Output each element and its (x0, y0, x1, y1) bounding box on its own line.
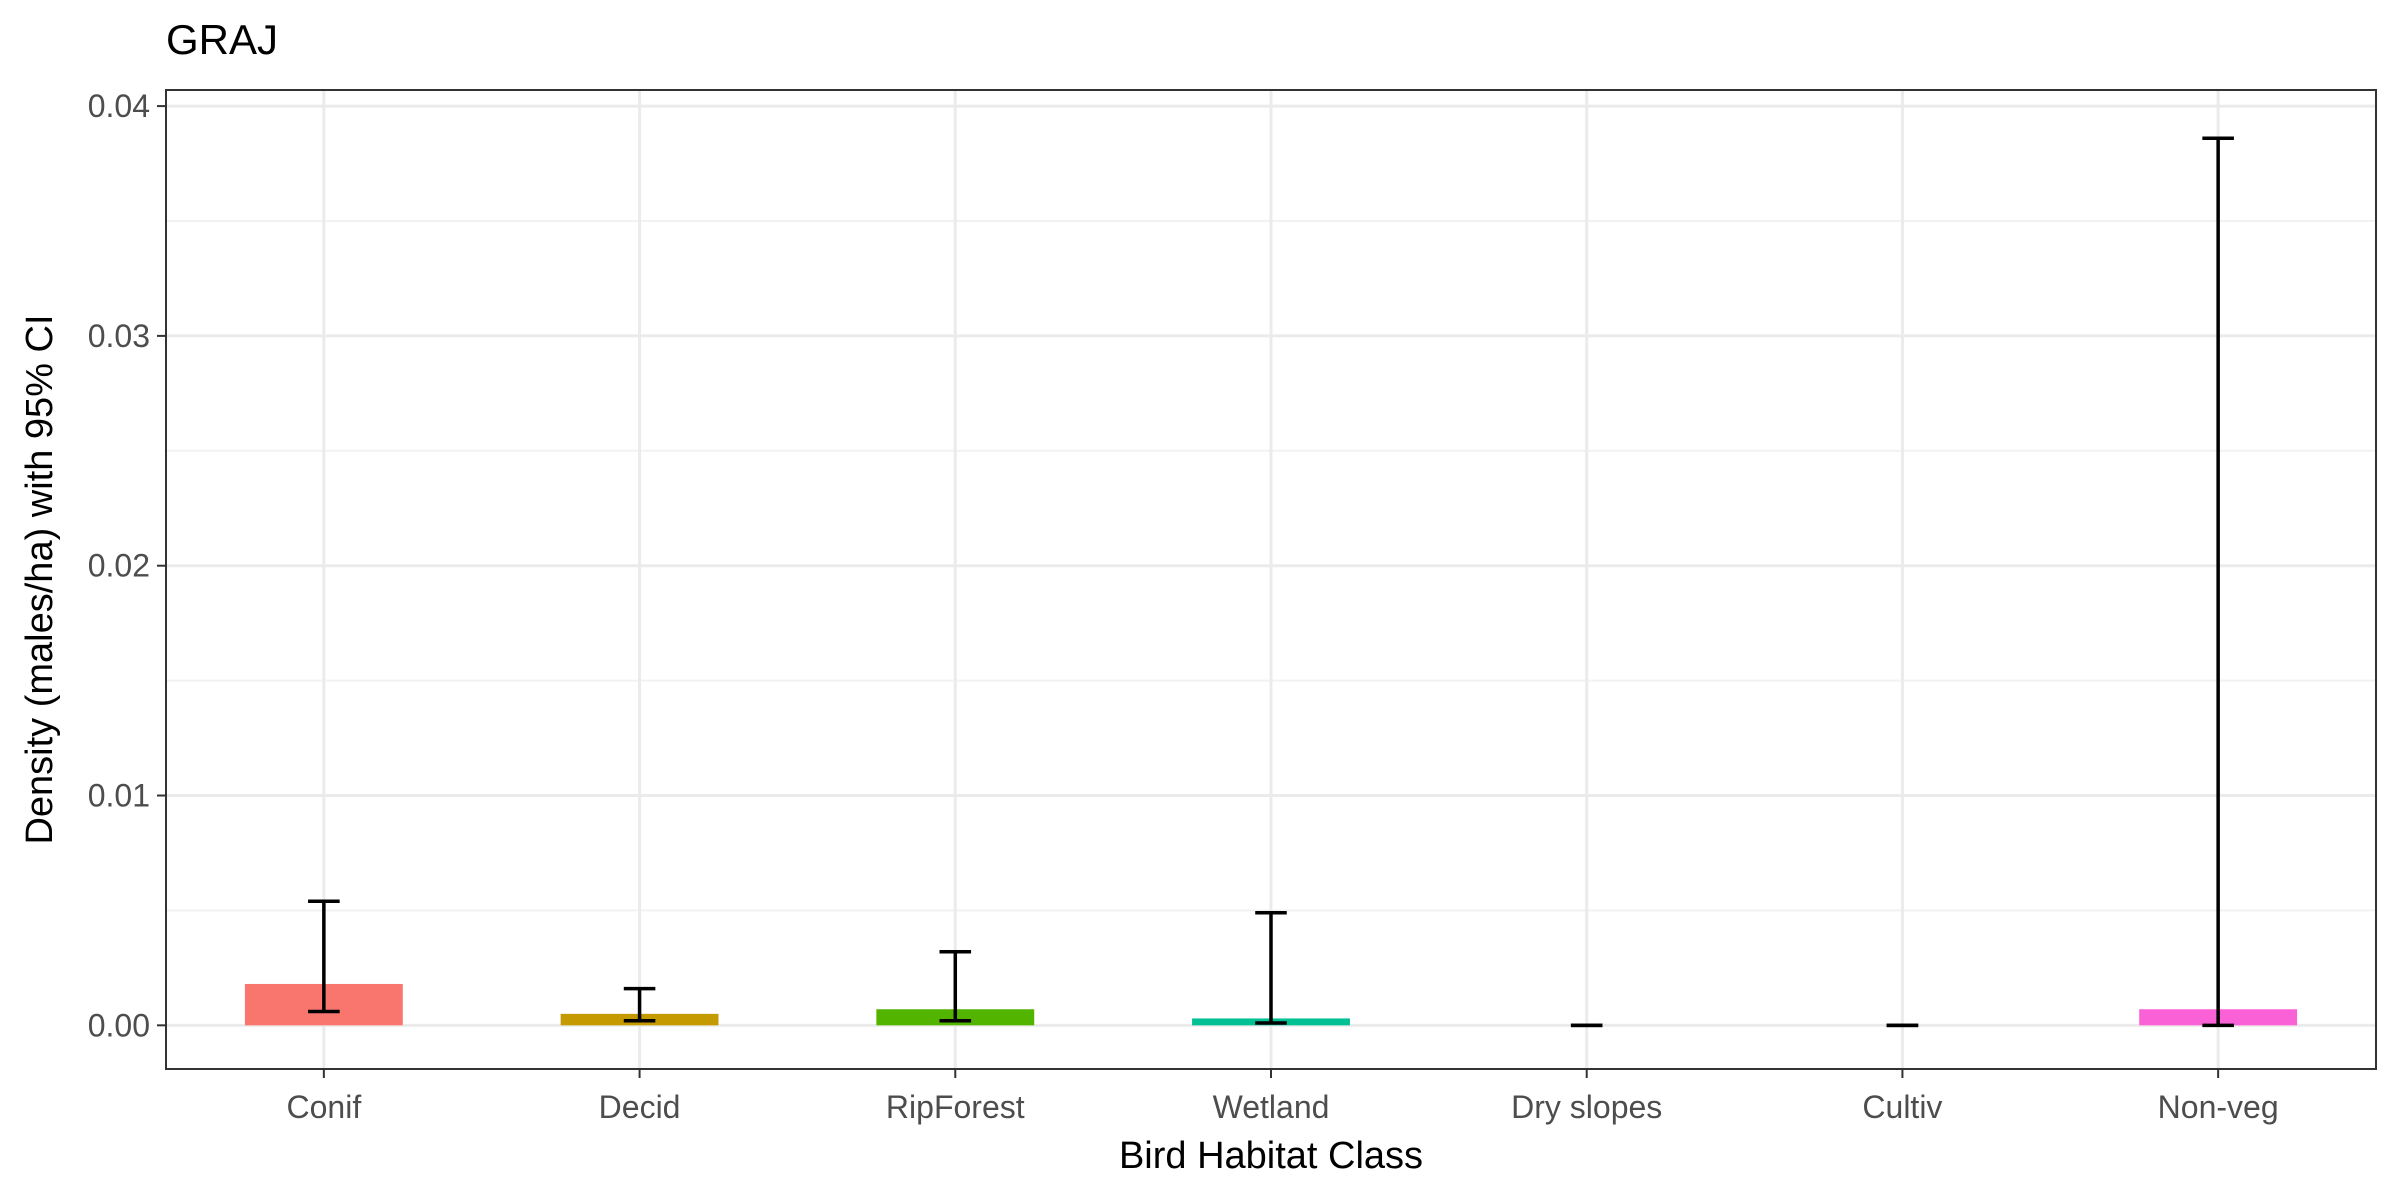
error-bars (308, 136, 2234, 1028)
x-tick-label: RipForest (886, 1089, 1025, 1125)
error-bar (623, 986, 656, 1023)
y-tick-label: 0.03 (88, 318, 150, 354)
error-bar (308, 899, 340, 1014)
y-tick-label: 0.02 (88, 548, 150, 584)
x-tick-label: Conif (287, 1089, 362, 1125)
x-tick-label: Cultiv (1862, 1089, 1942, 1125)
chart-title: GRAJ (166, 16, 278, 63)
x-tick-label: Decid (599, 1089, 681, 1125)
y-tick-label: 0.01 (88, 778, 150, 814)
x-tick-label: Non-veg (2158, 1089, 2279, 1125)
y-axis: 0.00 0.01 0.02 0.03 0.04 (88, 88, 166, 1043)
y-tick-label: 0.04 (88, 88, 150, 124)
error-bar (1255, 910, 1287, 1025)
y-tick-label: 0.00 (88, 1007, 150, 1043)
x-tick-label: Dry slopes (1511, 1089, 1662, 1125)
x-axis: Conif Decid RipForest Wetland Dry slopes Cult… (287, 1069, 2279, 1125)
x-tick-label: Wetland (1213, 1089, 1330, 1125)
y-axis-title: Density (males/ha) with 95% CI (19, 314, 61, 844)
error-bar (2202, 136, 2234, 1028)
error-bar (939, 950, 972, 1023)
x-axis-title: Bird Habitat Class (1119, 1135, 1423, 1177)
